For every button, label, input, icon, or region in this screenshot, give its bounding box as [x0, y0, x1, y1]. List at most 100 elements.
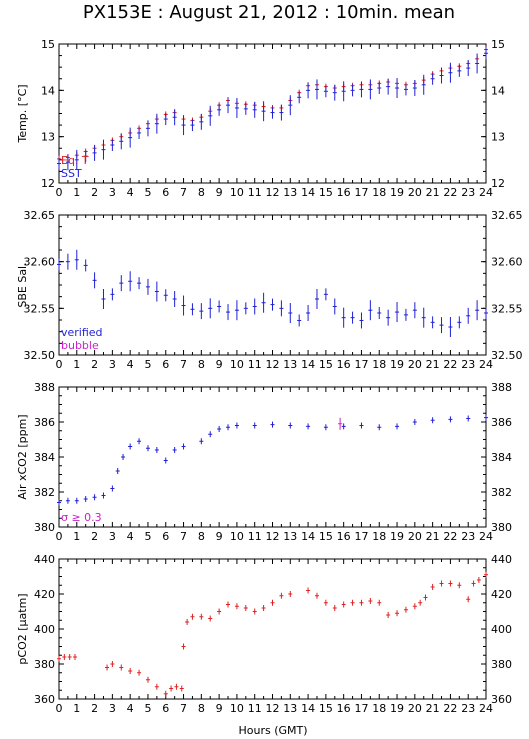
x-tick-label: 20 [408, 186, 422, 199]
y-tick-label: 13 [41, 131, 55, 144]
x-tick-label: 11 [248, 186, 262, 199]
data-point [119, 275, 124, 292]
y-tick-label-right: 14 [491, 84, 505, 97]
data-point [199, 303, 204, 320]
data-point [190, 613, 195, 620]
x-tick-label: 14 [301, 530, 315, 543]
x-tick-label: 17 [354, 358, 368, 371]
data-point [350, 311, 355, 324]
y-tick-label-right: 32.60 [491, 256, 523, 269]
data-point [314, 289, 319, 309]
data-point [128, 127, 133, 148]
data-point [83, 259, 88, 272]
x-tick-label: 6 [162, 358, 169, 371]
data-point [466, 307, 471, 324]
data-point [261, 605, 266, 611]
x-tick-label: 22 [443, 358, 457, 371]
series-1 [57, 571, 488, 697]
data-point [101, 289, 106, 309]
data-point [476, 577, 481, 583]
x-tick-label: 13 [283, 186, 297, 199]
x-tick-label: 6 [162, 530, 169, 543]
x-tick-label: 21 [426, 186, 440, 199]
data-point [297, 314, 302, 327]
data-point [226, 424, 231, 431]
y-tick-label-right: 400 [491, 623, 512, 636]
legend-entry: σ ≥ 0.3 [61, 511, 102, 524]
data-point [306, 423, 311, 430]
data-point [128, 271, 133, 292]
x-tick-label: 20 [408, 530, 422, 543]
data-point [217, 103, 222, 116]
data-point [430, 584, 435, 590]
data-point [208, 615, 213, 622]
data-point [395, 423, 400, 430]
series-1 [57, 249, 488, 337]
y-tick-label-right: 32.50 [491, 349, 523, 362]
data-point [332, 605, 337, 611]
data-point [252, 608, 257, 615]
x-tick-label: 23 [461, 186, 475, 199]
data-point [412, 603, 417, 610]
y-tick-label: 384 [34, 451, 55, 464]
data-point [306, 587, 311, 594]
data-point [181, 443, 186, 450]
data-point [377, 599, 382, 606]
data-point [243, 302, 248, 315]
data-point [199, 613, 204, 620]
data-point [101, 492, 106, 499]
data-point [261, 292, 266, 313]
data-point [83, 150, 88, 163]
data-point [279, 104, 284, 121]
data-point [74, 249, 79, 270]
series-1 [57, 414, 488, 506]
y-tick-label: 32.65 [24, 209, 56, 222]
legend-entry: SST [61, 167, 82, 180]
data-point [137, 277, 142, 290]
data-point [128, 443, 133, 450]
x-tick-label: 5 [144, 358, 151, 371]
data-point [288, 422, 293, 429]
data-point [350, 84, 355, 97]
data-point [448, 416, 453, 423]
data-point [234, 300, 239, 321]
data-point [368, 79, 373, 100]
x-tick-label: 16 [337, 702, 351, 715]
y-tick-label: 12 [41, 177, 55, 190]
data-point [323, 288, 328, 301]
data-point [234, 97, 239, 118]
data-point [395, 302, 400, 323]
data-point [217, 608, 222, 615]
x-tick-label: 23 [461, 530, 475, 543]
data-point [119, 133, 124, 150]
x-tick-label: 7 [180, 530, 187, 543]
x-tick-label: 5 [144, 702, 151, 715]
x-tick-label: 10 [230, 186, 244, 199]
data-point [128, 668, 133, 674]
data-point [457, 316, 462, 329]
x-tick-label: 16 [337, 358, 351, 371]
x-tick-label: 15 [319, 358, 333, 371]
y-tick-label-right: 12 [491, 177, 505, 190]
data-point [92, 144, 97, 161]
x-tick-label: 21 [426, 358, 440, 371]
data-point [145, 676, 150, 683]
x-tick-label: 2 [91, 530, 98, 543]
y-tick-label-right: 380 [491, 658, 512, 671]
data-point [226, 601, 231, 608]
data-point [172, 109, 177, 126]
x-tick-label: 8 [198, 702, 205, 715]
data-point [185, 619, 190, 625]
data-point [74, 497, 79, 504]
data-point [403, 83, 408, 96]
x-tick-label: 19 [390, 530, 404, 543]
x-tick-label: 12 [266, 702, 280, 715]
y-axis-label: pCO2 [µatm] [16, 593, 29, 664]
data-point [306, 82, 311, 99]
data-point [314, 592, 319, 599]
panel-4: 0 1 2 3 4 5 6 7 8 9 10 11 12 13 14 15 16 17 18 19 20 21 22 23 24… [16, 553, 512, 715]
data-point [288, 591, 293, 597]
data-point [57, 258, 61, 271]
y-tick-label-right: 15 [491, 38, 505, 51]
x-tick-label: 11 [248, 358, 262, 371]
